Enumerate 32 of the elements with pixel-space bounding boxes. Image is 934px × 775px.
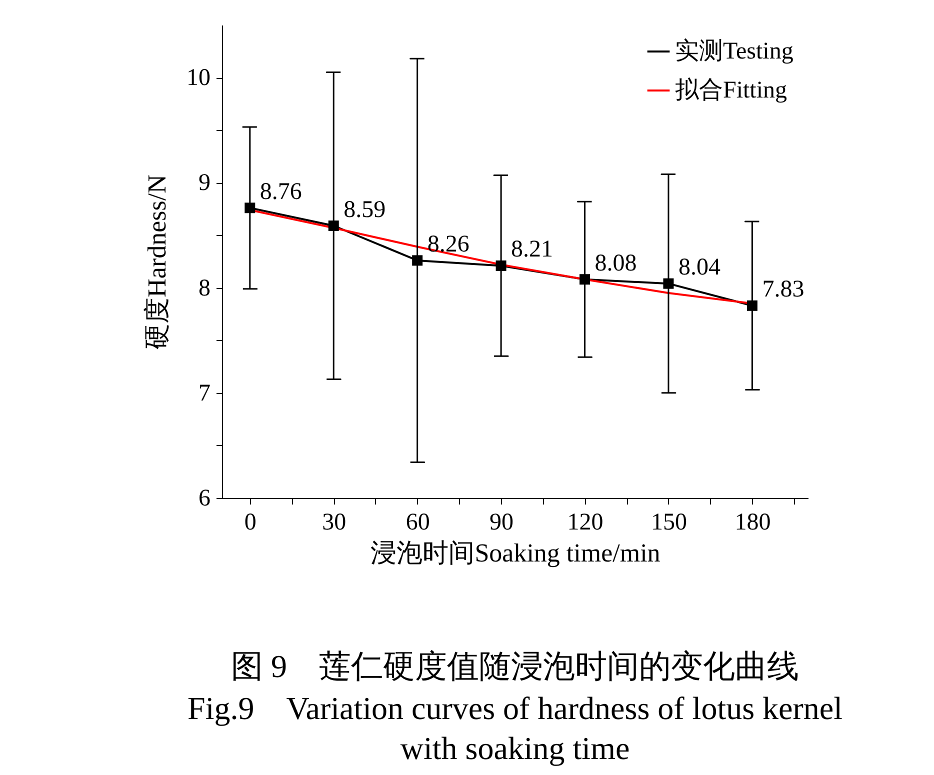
x-tick-label: 60 [406,510,430,536]
x-tick-label: 150 [650,510,687,536]
point [244,202,256,214]
x-tick-label: 120 [567,510,604,536]
x-tick-label: 0 [244,510,256,536]
text: 图 9 莲仁硬度值随浸泡时间的变化曲线 [231,648,799,684]
data-label: 8.21 [511,236,554,263]
x-tick-label: 90 [490,510,514,536]
point [412,255,423,266]
y-tick-label: 6 [198,486,210,512]
point [663,278,674,289]
legend-label: 实测Testing [675,38,794,64]
data-label: 8.08 [594,250,637,276]
point [496,260,506,271]
data-label: 7.83 [762,276,804,303]
point [746,300,758,311]
point [580,274,590,285]
y-tick-label: 9 [198,170,210,196]
y-tick-label: 8 [198,275,210,302]
x-axis-title: 浸泡时间Soaking time/min [370,538,660,568]
x-tick-label: 180 [734,510,771,536]
y-axis-title: 硬度Hardness/N [142,174,172,350]
data-label: 8.76 [260,178,302,205]
legend-label: 拟合Fitting [675,76,788,104]
y-tick-label: 7 [198,380,210,406]
x-tick-label: 30 [322,510,346,536]
data-label: 8.04 [678,254,720,281]
data-label: 8.26 [427,231,470,258]
text: Fig.9 Variation curves of hardness of lotus kernel with soaking time [188,690,843,766]
y-tick-label: 10 [186,65,210,92]
point [328,220,339,232]
data-label: 8.59 [344,196,386,223]
